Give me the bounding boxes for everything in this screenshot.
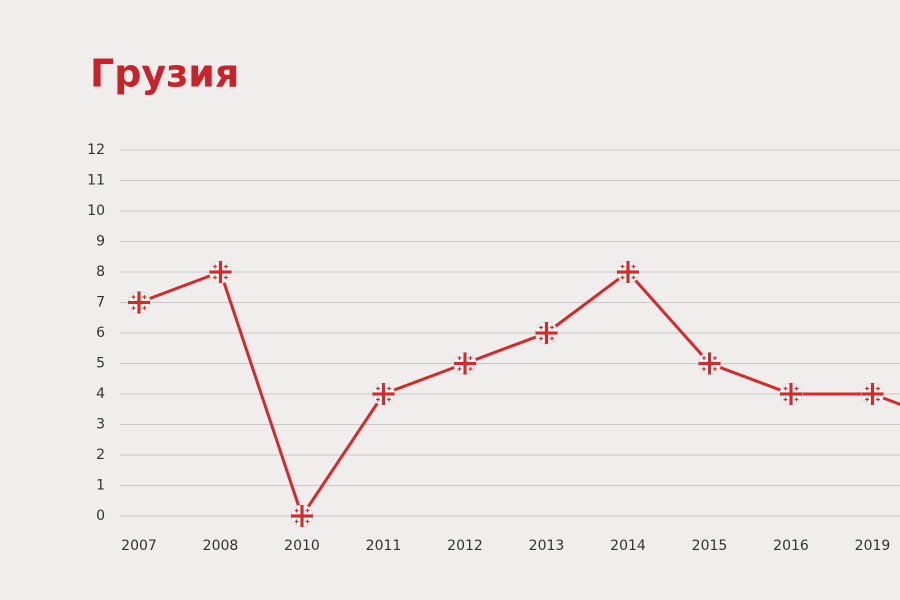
flag-small-cross (306, 508, 309, 513)
flag-small-cross (469, 367, 472, 371)
flag-cross (218, 261, 223, 283)
flag-small-cross (458, 356, 461, 360)
flag-small-cross (377, 386, 379, 391)
flag-small-cross (866, 397, 868, 402)
flag-marker (290, 504, 314, 528)
x-tick-label: 2015 (692, 538, 728, 554)
y-tick-label: 2 (96, 447, 105, 463)
flag-small-cross (388, 397, 390, 402)
flag-marker (453, 352, 477, 375)
flag-cross (626, 261, 630, 283)
flag-small-cross (703, 356, 705, 360)
flag-small-cross (143, 295, 146, 299)
x-tick-label: 2014 (610, 538, 646, 554)
flag-cross (300, 505, 304, 527)
flag-small-cross (540, 325, 542, 330)
flag-small-cross (795, 397, 798, 402)
y-tick-label: 6 (96, 325, 105, 341)
chart-title: Грузия (90, 52, 239, 96)
y-tick-label: 4 (96, 386, 105, 402)
flag-small-cross (225, 264, 227, 269)
flag-small-cross (458, 367, 461, 371)
flag-cross (544, 322, 549, 344)
x-tick-label: 2016 (773, 538, 809, 554)
flag-small-cross (784, 397, 787, 402)
flag-small-cross (143, 306, 146, 310)
flag-cross (381, 383, 386, 405)
flag-small-cross (132, 306, 135, 310)
flag-cross (137, 291, 141, 314)
flag-marker (372, 382, 395, 406)
y-tick-label: 11 (87, 173, 105, 189)
flag-marker (779, 382, 803, 406)
flag-marker (127, 291, 151, 314)
flag-small-cross (377, 397, 379, 402)
flag-cross (870, 383, 875, 405)
flag-small-cross (714, 356, 716, 360)
flag-marker (616, 260, 640, 284)
y-tick-label: 5 (96, 356, 105, 372)
y-tick-label: 12 (87, 142, 105, 158)
flag-small-cross (784, 386, 787, 391)
x-tick-label: 2019 (855, 538, 891, 554)
x-tick-label: 2010 (284, 538, 320, 554)
flag-small-cross (295, 508, 298, 513)
y-tick-label: 0 (96, 508, 105, 524)
flag-small-cross (703, 367, 705, 371)
flag-small-cross (214, 275, 216, 280)
x-tick-label: 2007 (121, 538, 157, 554)
flag-small-cross (877, 386, 879, 391)
flag-marker (698, 352, 721, 375)
y-tick-label: 1 (96, 478, 105, 494)
x-tick-label: 2008 (203, 538, 239, 554)
flag-small-cross (295, 519, 298, 524)
y-tick-label: 8 (96, 264, 105, 280)
y-tick-label: 7 (96, 295, 105, 311)
flag-marker (861, 382, 884, 406)
flag-small-cross (306, 519, 309, 524)
y-tick-label: 3 (96, 417, 105, 433)
flag-small-cross (469, 356, 472, 360)
flag-small-cross (225, 275, 227, 280)
flag-small-cross (551, 325, 553, 330)
flag-small-cross (632, 275, 635, 280)
x-tick-label: 2013 (529, 538, 565, 554)
flag-cross (707, 352, 712, 375)
flag-marker (535, 321, 558, 345)
flag-small-cross (714, 367, 716, 371)
flag-small-cross (551, 336, 553, 341)
flag-small-cross (866, 386, 868, 391)
flag-small-cross (214, 264, 216, 269)
y-tick-label: 9 (96, 234, 105, 250)
flag-small-cross (621, 275, 624, 280)
flag-small-cross (877, 397, 879, 402)
flag-cross (463, 352, 467, 375)
flag-small-cross (388, 386, 390, 391)
flag-marker (209, 260, 232, 284)
y-tick-label: 10 (87, 203, 105, 219)
flag-small-cross (540, 336, 542, 341)
x-tick-label: 2011 (366, 538, 402, 554)
flag-small-cross (132, 295, 135, 299)
flag-small-cross (795, 386, 798, 391)
flag-small-cross (632, 264, 635, 269)
x-tick-label: 2012 (447, 538, 483, 554)
flag-small-cross (621, 264, 624, 269)
flag-cross (789, 383, 793, 405)
